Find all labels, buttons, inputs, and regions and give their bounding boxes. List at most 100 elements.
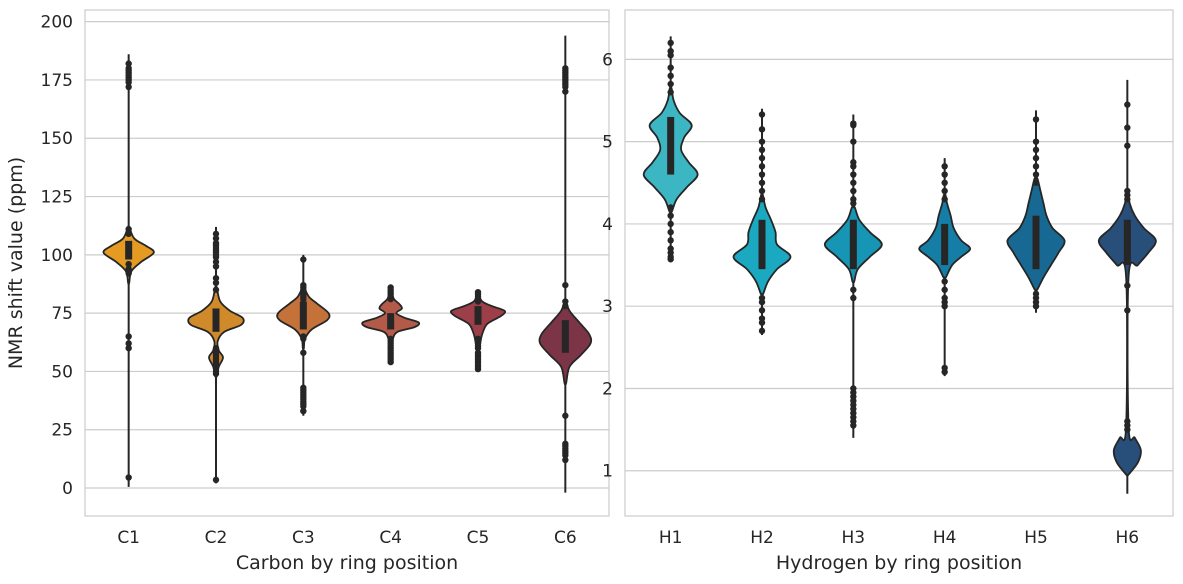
outlier-point: [562, 302, 569, 310]
outlier-point: [1032, 179, 1040, 186]
outlier-point: [1032, 154, 1040, 162]
hydrogen-plot-frame: [624, 9, 1174, 517]
hydrogen-y-tick-label: 6: [602, 50, 613, 70]
outlier-point: [850, 294, 857, 302]
outlier-point: [1124, 124, 1131, 131]
outlier-point: [941, 171, 948, 178]
violin-box: [667, 116, 675, 175]
outlier-point: [941, 278, 948, 285]
outlier-point: [941, 364, 948, 372]
outlier-point: [212, 235, 220, 242]
violin-H2: [732, 108, 792, 335]
outlier-point: [1124, 101, 1131, 108]
x-tick-label-C6: C6: [554, 528, 577, 548]
hydrogen-x-axis-label: Hydrogen by ring position: [776, 552, 1022, 574]
outlier-point: [758, 315, 766, 322]
outlier-point: [850, 171, 857, 178]
carbon-y-tick-label: 0: [62, 479, 73, 499]
outlier-point: [1124, 187, 1131, 195]
outlier-point: [941, 163, 948, 170]
violin-H6: [1097, 79, 1157, 494]
violin-H3: [823, 114, 883, 438]
violin-C3: [276, 254, 331, 416]
hydrogen-y-tick-label: 3: [602, 297, 613, 317]
x-tick-label-C5: C5: [467, 528, 490, 548]
hydrogen-y-tick-label: 1: [602, 462, 613, 482]
violin-C5: [449, 288, 507, 373]
outlier-point: [941, 286, 948, 293]
violin-C1: [102, 54, 155, 487]
violin-H4: [918, 158, 972, 377]
outlier-point: [212, 349, 220, 356]
x-tick-label-C1: C1: [117, 528, 140, 548]
x-tick-label-H6: H6: [1116, 528, 1140, 548]
outlier-point: [300, 281, 307, 289]
outlier-point: [758, 179, 766, 186]
outlier-point: [758, 163, 766, 170]
violin-box: [941, 223, 949, 266]
outlier-point: [758, 126, 766, 133]
outlier-point: [212, 263, 220, 270]
outlier-point: [474, 335, 482, 342]
outlier-point: [562, 88, 569, 95]
violin-C2: [187, 226, 245, 484]
outlier-point: [941, 294, 948, 302]
x-tick-label-H4: H4: [933, 528, 957, 548]
outlier-point: [667, 220, 674, 228]
outlier-point: [758, 307, 766, 314]
outlier-point: [474, 288, 482, 296]
carbon-y-tick-label: 50: [51, 362, 73, 382]
carbon-x-axis-label: Carbon by ring position: [236, 552, 458, 574]
violin-box: [1123, 219, 1131, 266]
outlier-point: [212, 368, 220, 375]
outlier-point: [667, 72, 674, 80]
outlier-point: [562, 440, 569, 447]
violin-box: [1032, 215, 1040, 270]
outlier-point: [758, 171, 766, 178]
outlier-point: [212, 279, 220, 287]
outlier-point: [212, 230, 220, 238]
outlier-point: [212, 274, 220, 282]
outlier-point: [1032, 163, 1040, 170]
hydrogen-violin-panel: 1 2 3 4 5 6 H1 H2 H3 H4 H5 H6 Hydrogen by ring posit…: [602, 9, 1174, 574]
outlier-point: [667, 89, 674, 96]
hydrogen-y-tick-label: 4: [602, 215, 613, 235]
outlier-point: [212, 286, 220, 294]
outlier-point: [1032, 290, 1040, 298]
outlier-point: [125, 270, 132, 277]
outlier-point: [562, 281, 569, 289]
outlier-point: [850, 286, 857, 293]
outlier-point: [850, 138, 857, 145]
outlier-point: [212, 239, 220, 247]
violin-C4: [361, 284, 421, 366]
hydrogen-y-tick-label: 5: [602, 133, 613, 153]
outlier-point: [300, 384, 307, 391]
outlier-point: [300, 256, 307, 263]
carbon-y-tick-label: 25: [51, 421, 73, 441]
outlier-point: [1124, 282, 1131, 289]
carbon-y-tick-label: 175: [41, 71, 73, 91]
x-tick-label-H1: H1: [659, 528, 683, 548]
outlier-point: [850, 196, 857, 203]
violin-box: [387, 313, 395, 330]
violin-box: [125, 240, 133, 260]
outlier-point: [758, 138, 766, 145]
outlier-point: [125, 83, 132, 91]
carbon-y-tick-label: 125: [41, 188, 73, 208]
outlier-point: [941, 196, 948, 203]
outlier-point: [758, 111, 766, 118]
carbon-y-tick-label: 75: [51, 304, 73, 324]
violin-C6: [538, 35, 593, 493]
outlier-point: [212, 476, 220, 484]
outlier-point: [1032, 116, 1040, 123]
hydrogen-y-tick-label: 2: [602, 379, 613, 399]
outlier-point: [125, 65, 132, 72]
outlier-point: [1032, 171, 1040, 178]
outlier-point: [125, 333, 132, 340]
carbon-y-tick-label: 200: [41, 13, 73, 33]
outlier-point: [474, 349, 482, 356]
outlier-point: [850, 179, 857, 186]
violin-H1: [642, 36, 699, 263]
x-tick-label-H5: H5: [1024, 528, 1048, 548]
carbon-y-tick-label: 100: [41, 246, 73, 266]
